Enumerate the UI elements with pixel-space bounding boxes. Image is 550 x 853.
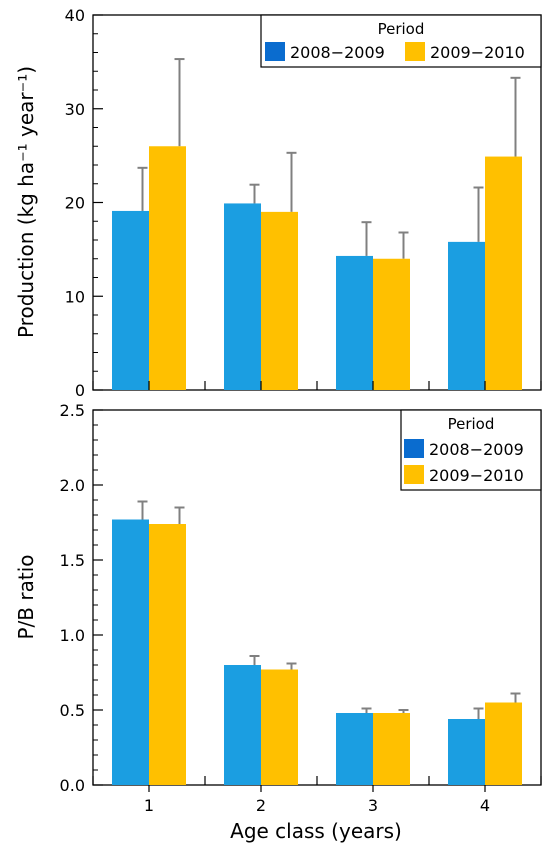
bar-2008-2009-age-4 [448, 241, 485, 390]
bar-2008-2009-age-1 [112, 210, 149, 390]
bar-2009-2010-age-4 [485, 156, 522, 390]
production-panel: Production (kg ha⁻¹ year⁻¹) Period 2008−… [14, 6, 542, 400]
y-axis-label: P/B ratio [14, 555, 38, 640]
legend-box [260, 14, 542, 68]
pb-ratio-panel: P/B ratio Period 2008−2009 2009−2010 0.0… [14, 401, 542, 815]
y-tick-label: 10 [65, 287, 85, 306]
y-tick-label: 40 [65, 6, 85, 25]
bar-2009-2010-age-3 [373, 713, 410, 785]
legend: Period 2008−2009 2009−2010 [400, 409, 542, 491]
bar-2008-2009-age-4 [448, 719, 485, 785]
x-tick-label: 1 [144, 796, 154, 815]
legend-label-2008-2009: 2008−2009 [429, 440, 524, 459]
bar-2008-2009-age-3 [336, 713, 373, 785]
y-tick-label: 1.5 [60, 551, 85, 570]
legend-swatch-2009-2010 [404, 465, 424, 484]
legend-label-2009-2010: 2009−2010 [429, 466, 524, 485]
y-tick-label: 2.0 [60, 476, 85, 495]
y-tick-label: 20 [65, 194, 85, 213]
y-tick-label: 1.0 [60, 626, 85, 645]
y-tick-label: 0 [75, 381, 85, 400]
bar-2009-2010-age-2 [261, 211, 298, 390]
legend-label-2009-2010: 2009−2010 [430, 43, 525, 62]
legend-label-2008-2009: 2008−2009 [290, 43, 385, 62]
bar-2009-2010-age-4 [485, 702, 522, 785]
y-axis-label: Production (kg ha⁻¹ year⁻¹) [14, 66, 38, 338]
y-tick-label: 2.5 [60, 401, 85, 420]
legend: Period 2008−2009 2009−2010 [260, 14, 542, 68]
x-tick-label: 2 [256, 796, 266, 815]
x-tick-label: 4 [480, 796, 490, 815]
bar-2009-2010-age-1 [149, 146, 186, 390]
y-tick-label: 0.5 [60, 701, 85, 720]
y-tick-label: 30 [65, 100, 85, 119]
bar-2009-2010-age-2 [261, 669, 298, 785]
bar-2008-2009-age-2 [224, 665, 261, 785]
legend-box [400, 409, 542, 491]
legend-swatch-2008-2009 [404, 439, 424, 458]
bar-2008-2009-age-1 [112, 519, 149, 785]
legend-title: Period [448, 415, 495, 433]
legend-title: Period [378, 20, 425, 38]
bar-2008-2009-age-2 [224, 203, 261, 390]
legend-swatch-2008-2009 [265, 42, 285, 61]
bar-2008-2009-age-3 [336, 255, 373, 390]
y-tick-label: 0.0 [60, 776, 85, 795]
legend-swatch-2009-2010 [405, 42, 425, 61]
x-axis-label: Age class (years) [230, 819, 402, 843]
bar-2009-2010-age-1 [149, 524, 186, 785]
bar-2009-2010-age-3 [373, 258, 410, 390]
x-tick-label: 3 [368, 796, 378, 815]
